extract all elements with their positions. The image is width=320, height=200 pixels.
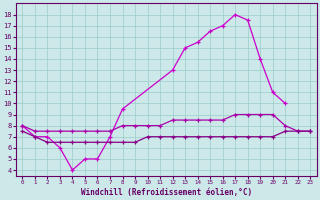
X-axis label: Windchill (Refroidissement éolien,°C): Windchill (Refroidissement éolien,°C) <box>81 188 252 197</box>
